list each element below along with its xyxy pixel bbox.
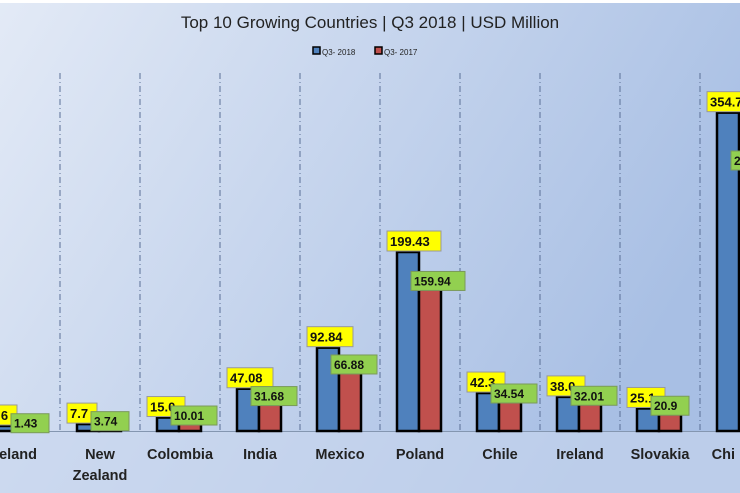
data-label: 38.0 [550, 379, 575, 394]
data-label: 10.01 [174, 409, 204, 423]
data-label-box [386, 230, 442, 252]
data-label: 15.0 [150, 400, 175, 415]
bar-q3-2017 [337, 369, 363, 433]
data-label: 34.54 [494, 387, 524, 401]
data-label: 354.7 [710, 95, 740, 110]
data-label: 7.7 [70, 406, 88, 421]
bar-q3-2017 [577, 401, 603, 433]
data-label: 5.6 [0, 408, 8, 423]
bar-q3-2017 [417, 286, 443, 433]
x-tick-label: New Zealand [73, 447, 128, 484]
bar-q3-2018 [715, 111, 740, 433]
data-label: 159.94 [414, 274, 451, 288]
data-label-box [90, 411, 130, 432]
legend-label: Q3- 2018 [322, 48, 356, 57]
data-labels: 5.6 1.43 7.7 3.74 15.010.01 47.08 31.68 92.84 66… [0, 91, 740, 434]
data-label-box [570, 385, 618, 406]
legend-swatch [312, 46, 321, 55]
data-label: 92.84 [310, 330, 343, 345]
data-label: 199.43 [390, 234, 430, 249]
data-label-box [330, 354, 378, 375]
x-tick-label: Colombia [147, 447, 214, 463]
bar-q3-2017 [497, 398, 523, 433]
x-tick-label: Poland [396, 447, 444, 463]
data-label-box [730, 150, 740, 171]
x-tick-label: Chile [482, 447, 517, 463]
data-label: 66.88 [334, 358, 364, 372]
legend-label: Q3- 2017 [384, 48, 418, 57]
data-label: 47.08 [230, 371, 263, 386]
bars [0, 111, 740, 433]
data-label-box [650, 395, 690, 416]
x-tick-label: Chi [712, 447, 735, 463]
data-label: 20.9 [654, 399, 678, 413]
legend: Q3- 2018 Q3- 2017 [312, 46, 418, 57]
data-label-box [170, 405, 218, 426]
data-label: 3.74 [94, 415, 118, 429]
data-label: 25.1 [630, 390, 655, 405]
data-label-box [490, 383, 538, 404]
data-label-box [706, 91, 740, 113]
category-separators [59, 73, 701, 431]
bottom-band [0, 432, 740, 493]
data-label-box [306, 326, 354, 348]
data-label: 31.68 [254, 390, 284, 404]
data-label-box [10, 413, 50, 434]
x-tick-label: Slovakia [631, 447, 691, 463]
x-tick-label: India [243, 447, 278, 463]
x-tick-label: celand [0, 447, 37, 463]
bar-q3-2017 [257, 401, 283, 433]
legend-swatch [374, 46, 383, 55]
data-label-box [250, 386, 298, 407]
data-label-box [226, 367, 274, 389]
x-tick-label: Ireland [556, 447, 604, 463]
data-label: 42.3 [470, 375, 495, 390]
data-label: 1.43 [14, 417, 38, 431]
chart-top-border [0, 0, 740, 3]
x-tick-label: Mexico [315, 447, 364, 463]
data-label: 32.01 [574, 389, 604, 403]
chart-title: Top 10 Growing Countries | Q3 2018 | USD… [181, 13, 559, 32]
data-label-box [410, 270, 466, 291]
data-label: 2 [734, 154, 740, 168]
